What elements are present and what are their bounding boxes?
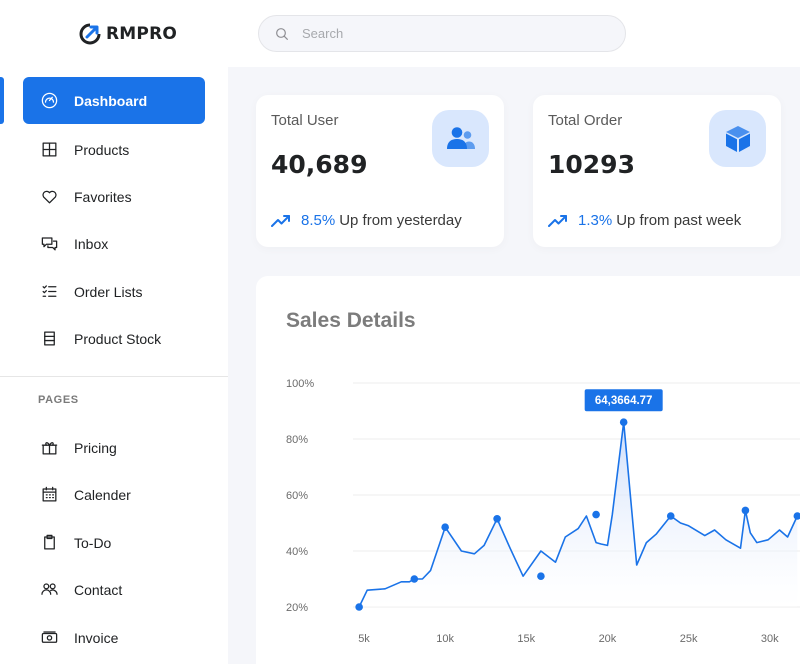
panel-title: Sales Details <box>286 309 416 332</box>
x-tick-label: 25k <box>680 633 698 645</box>
sidebar-item-label: Pricing <box>74 439 117 456</box>
sidebar-item-inbox[interactable]: Inbox <box>23 220 205 267</box>
x-tick-label: 20k <box>599 633 617 645</box>
y-tick-label: 60% <box>286 490 308 502</box>
section-heading-pages: PAGES <box>38 394 79 406</box>
speedometer-icon <box>39 91 59 111</box>
banknote-icon <box>39 628 59 648</box>
x-tick-label: 15k <box>517 633 535 645</box>
data-point <box>441 523 449 531</box>
stock-icon <box>39 329 59 349</box>
sidebar-item-label: To-Do <box>74 534 112 551</box>
trending-up-icon <box>271 214 290 227</box>
top-bar <box>228 0 800 67</box>
x-tick-label: 10k <box>436 633 454 645</box>
box-icon <box>709 110 766 167</box>
sidebar-item-label: Contact <box>74 581 123 598</box>
sidebar-item-label: Invoice <box>74 629 119 646</box>
card-value: 10293 <box>548 150 635 179</box>
trending-up-icon <box>548 214 567 227</box>
checklist-icon <box>39 282 59 302</box>
brand-name: RMPRO <box>106 24 178 44</box>
chat-icon <box>39 234 59 254</box>
sidebar-item-products[interactable]: Products <box>23 126 205 173</box>
sidebar-item-pricing[interactable]: Pricing <box>23 424 205 471</box>
y-tick-label: 80% <box>286 434 308 446</box>
sidebar-divider <box>0 376 228 377</box>
sidebar-item-calender[interactable]: Calender <box>23 471 205 518</box>
card-change-percent: 8.5% <box>301 212 336 229</box>
data-point <box>741 506 750 515</box>
card-title: Total User <box>271 112 339 129</box>
tooltip-label: 64,3664.77 <box>595 395 653 407</box>
data-point <box>666 512 675 520</box>
data-point <box>537 572 545 580</box>
data-point <box>410 575 419 583</box>
sidebar-item-invoice[interactable]: Invoice <box>23 614 205 661</box>
stat-card-total-user: Total User 40,689 8.5% Up from yesterday <box>256 95 504 247</box>
card-change-text: Up from past week <box>616 212 742 229</box>
card-trend: 1.3% Up from past week <box>548 212 741 229</box>
sidebar-item-favorites[interactable]: Favorites <box>23 173 205 220</box>
calendar-icon <box>39 485 59 505</box>
tooltip-box <box>584 389 663 412</box>
sales-chart: 20% 40% 60% 80% 100% 5k 10k 15k 20k 25k 30k 64,3664… <box>286 378 800 645</box>
x-tick-label: 30k <box>761 633 779 645</box>
sidebar-item-to-do[interactable]: To-Do <box>23 519 205 566</box>
data-point <box>793 512 800 520</box>
data-point <box>355 603 363 611</box>
card-title: Total Order <box>548 112 623 129</box>
card-change-text: Up from yesterday <box>339 212 462 229</box>
sidebar-item-label: Calender <box>74 486 131 503</box>
data-point <box>493 515 501 523</box>
y-tick-label: 20% <box>286 602 308 614</box>
x-tick-label: 5k <box>358 633 370 645</box>
y-tick-label: 40% <box>286 546 308 558</box>
sidebar-item-label: Products <box>74 141 130 158</box>
y-tick-label: 100% <box>286 378 314 390</box>
sidebar-item-order-lists[interactable]: Order Lists <box>23 268 205 315</box>
users-icon <box>432 110 489 167</box>
sales-line <box>358 421 799 608</box>
sidebar-item-label: Inbox <box>74 235 109 252</box>
search-bar[interactable] <box>258 15 626 52</box>
active-indicator <box>0 77 4 124</box>
search-icon <box>276 27 288 40</box>
logo-icon <box>79 23 101 45</box>
card-trend: 8.5% Up from yesterday <box>271 212 462 229</box>
sidebar-item-label: Product Stock <box>74 330 162 347</box>
stat-card-total-order: Total Order 10293 1.3% Up from past week <box>533 95 781 247</box>
data-point <box>619 418 628 426</box>
sidebar-item-contact[interactable]: Contact <box>23 566 205 613</box>
clipboard-icon <box>39 533 59 553</box>
sales-area-fill <box>359 422 798 607</box>
search-input[interactable] <box>302 26 602 41</box>
data-point <box>592 510 600 519</box>
sidebar-item-label: Favorites <box>74 188 132 205</box>
gift-icon <box>39 438 59 458</box>
grid-icon <box>39 140 59 160</box>
brand-logo[interactable]: RMPRO <box>78 22 177 46</box>
sidebar: RMPRO Dashboard Products Favorites Inbox… <box>0 0 228 664</box>
heart-icon <box>39 187 59 207</box>
card-value: 40,689 <box>271 150 368 179</box>
users-icon <box>39 580 59 600</box>
sidebar-item-dashboard[interactable]: Dashboard <box>23 77 205 124</box>
sidebar-item-label: Order Lists <box>74 283 143 300</box>
card-change-percent: 1.3% <box>578 212 613 229</box>
sales-details-panel: Sales Details 20% 40% 60% 80% 100% 5k 10k 15k 20… <box>256 276 800 664</box>
sidebar-item-product-stock[interactable]: Product Stock <box>23 315 205 362</box>
sidebar-item-label: Dashboard <box>74 92 148 109</box>
